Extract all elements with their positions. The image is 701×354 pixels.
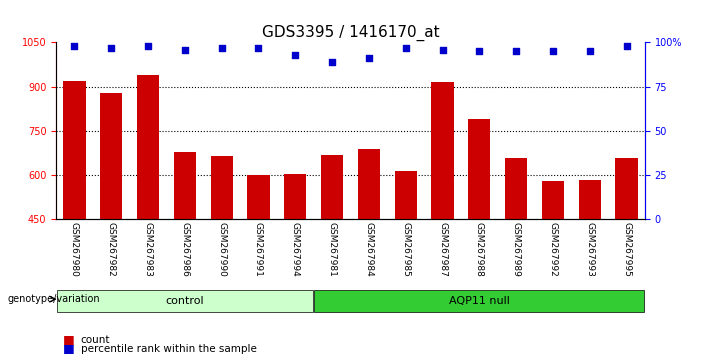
Text: GSM267989: GSM267989 xyxy=(512,222,521,277)
Text: GSM267982: GSM267982 xyxy=(107,222,116,277)
Bar xyxy=(468,119,490,352)
Text: GSM267986: GSM267986 xyxy=(180,222,189,277)
Text: count: count xyxy=(81,335,110,345)
Text: genotype/variation: genotype/variation xyxy=(7,294,100,304)
Bar xyxy=(321,155,343,352)
Text: GSM267981: GSM267981 xyxy=(327,222,336,277)
Text: GSM267985: GSM267985 xyxy=(401,222,410,277)
Text: GSM267991: GSM267991 xyxy=(254,222,263,277)
Text: AQP11 null: AQP11 null xyxy=(449,296,510,306)
Text: GSM267984: GSM267984 xyxy=(365,222,374,277)
Point xyxy=(474,48,485,54)
Bar xyxy=(431,82,454,352)
Point xyxy=(400,45,411,51)
Text: GSM267994: GSM267994 xyxy=(291,222,300,277)
Bar xyxy=(395,171,416,352)
Bar xyxy=(542,181,564,352)
Text: GSM267987: GSM267987 xyxy=(438,222,447,277)
Point xyxy=(437,47,448,52)
Title: GDS3395 / 1416170_at: GDS3395 / 1416170_at xyxy=(261,25,440,41)
Point xyxy=(584,48,595,54)
Text: GSM267988: GSM267988 xyxy=(475,222,484,277)
Text: GSM267990: GSM267990 xyxy=(217,222,226,277)
Bar xyxy=(358,149,380,352)
Text: GSM267993: GSM267993 xyxy=(585,222,594,277)
Bar xyxy=(137,75,159,352)
Text: GSM267992: GSM267992 xyxy=(548,222,557,277)
Point xyxy=(621,43,632,49)
FancyBboxPatch shape xyxy=(315,290,644,312)
Bar xyxy=(100,93,122,352)
Point xyxy=(327,59,338,65)
Point xyxy=(142,43,154,49)
Point xyxy=(363,56,374,61)
Point xyxy=(510,48,522,54)
Point xyxy=(106,45,117,51)
Text: GSM267995: GSM267995 xyxy=(622,222,631,277)
Text: ■: ■ xyxy=(63,342,75,354)
Text: GSM267983: GSM267983 xyxy=(144,222,153,277)
Bar xyxy=(247,175,269,352)
Point xyxy=(547,48,559,54)
Point xyxy=(179,47,191,52)
Text: ■: ■ xyxy=(63,333,75,346)
Bar xyxy=(174,152,196,352)
Bar xyxy=(615,158,637,352)
Text: percentile rank within the sample: percentile rank within the sample xyxy=(81,344,257,354)
Bar xyxy=(578,179,601,352)
Point xyxy=(216,45,227,51)
Point xyxy=(253,45,264,51)
Text: GSM267980: GSM267980 xyxy=(70,222,79,277)
Bar xyxy=(63,81,86,352)
Text: control: control xyxy=(165,296,204,306)
FancyBboxPatch shape xyxy=(57,290,313,312)
Bar xyxy=(505,158,527,352)
Point xyxy=(290,52,301,58)
Point xyxy=(69,43,80,49)
Bar xyxy=(210,156,233,352)
Bar xyxy=(284,174,306,352)
